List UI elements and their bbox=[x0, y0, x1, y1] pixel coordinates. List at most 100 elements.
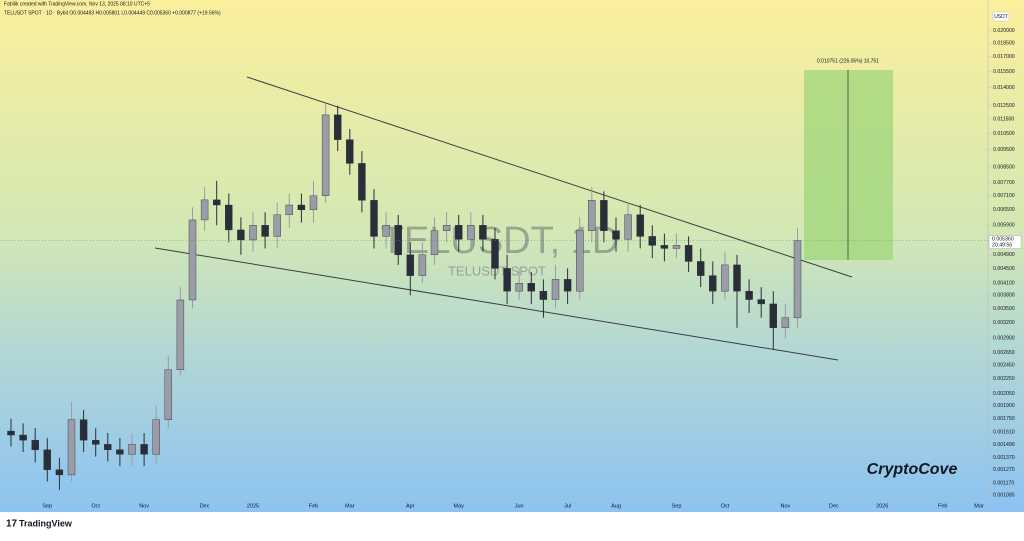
y-tick-label: 0.017000 bbox=[993, 54, 1015, 60]
candle-body bbox=[600, 200, 608, 231]
candle-body bbox=[491, 239, 499, 269]
candle-body bbox=[128, 444, 136, 455]
x-tick-label: Jul bbox=[564, 503, 571, 509]
candle-body bbox=[612, 230, 620, 240]
y-tick-label: 0.002650 bbox=[993, 350, 1015, 356]
candle-body bbox=[527, 283, 535, 292]
candle-body bbox=[67, 419, 76, 476]
y-tick-label: 0.002450 bbox=[993, 363, 1015, 369]
candle-body bbox=[273, 214, 281, 237]
x-tick-label: Oct bbox=[91, 503, 100, 509]
candle-body bbox=[382, 225, 390, 237]
candle-body bbox=[152, 419, 160, 455]
y-tick-label: 0.002900 bbox=[993, 336, 1015, 342]
candle-body bbox=[7, 430, 15, 436]
logo-mark: 17 bbox=[6, 519, 18, 530]
y-tick-label: 0.001610 bbox=[993, 429, 1015, 435]
candle-body bbox=[636, 214, 644, 237]
candle-body bbox=[745, 290, 753, 300]
footer-text: TradingView bbox=[19, 518, 73, 528]
unit-label: USDT bbox=[994, 14, 1008, 20]
credit: Fabilik created with TradingView.com, No… bbox=[4, 1, 150, 7]
candle-body bbox=[309, 195, 318, 211]
candle-body bbox=[104, 444, 112, 451]
candle-body bbox=[479, 225, 487, 240]
last-price-label: 0.005360 bbox=[992, 236, 1014, 242]
y-tick-label: 0.001750 bbox=[993, 416, 1015, 422]
y-tick-label: 0.001270 bbox=[993, 467, 1015, 473]
y-tick-label: 0.020000 bbox=[993, 28, 1015, 34]
candle-body bbox=[551, 279, 560, 300]
candle-body bbox=[321, 114, 330, 196]
candle-body bbox=[769, 303, 777, 328]
candle-body bbox=[709, 275, 717, 292]
candle-body bbox=[624, 214, 632, 240]
candle-body bbox=[261, 225, 269, 237]
candle-body bbox=[358, 163, 366, 201]
candle-body bbox=[140, 444, 148, 455]
candle-body bbox=[91, 439, 100, 445]
candle-body bbox=[588, 200, 596, 231]
y-tick-label: 0.004500 bbox=[993, 266, 1015, 272]
y-tick-label: 0.012500 bbox=[993, 103, 1015, 109]
x-tick-label: 2026 bbox=[876, 503, 888, 509]
y-tick-label: 0.008500 bbox=[993, 164, 1015, 170]
y-tick-label: 0.001900 bbox=[993, 403, 1015, 409]
candle-body bbox=[430, 230, 439, 256]
y-tick-label: 0.001170 bbox=[993, 480, 1014, 486]
candle-body bbox=[212, 199, 221, 206]
y-tick-label: 0.018500 bbox=[993, 41, 1015, 47]
y-tick-label: 0.001370 bbox=[993, 455, 1015, 461]
candle-body bbox=[188, 219, 197, 301]
candle-body bbox=[116, 449, 124, 455]
brand: CryptoCove bbox=[867, 461, 958, 478]
y-tick-label: 0.001085 bbox=[993, 492, 1015, 498]
y-tick-label: 0.007700 bbox=[993, 180, 1015, 186]
y-tick-label: 0.004100 bbox=[993, 281, 1015, 287]
y-tick-label: 0.001490 bbox=[993, 442, 1015, 448]
candle-body bbox=[79, 419, 88, 441]
candle-body bbox=[697, 261, 705, 276]
x-tick-label: Aug bbox=[611, 503, 621, 509]
candle-body bbox=[285, 204, 293, 216]
candle-body bbox=[793, 240, 802, 318]
y-tick-label: 0.003200 bbox=[993, 320, 1015, 326]
candle-body bbox=[334, 114, 342, 140]
lower-trendline bbox=[154, 247, 839, 361]
measure-label: 0.010751 (226.05%) 10,751 bbox=[817, 58, 879, 64]
y-tick-label: 0.014000 bbox=[993, 85, 1015, 91]
y-tick-label: 0.006500 bbox=[993, 207, 1015, 213]
upper-trendline bbox=[246, 76, 853, 278]
x-tick-label: 2025 bbox=[247, 503, 259, 509]
y-tick-label: 0.003500 bbox=[993, 306, 1015, 312]
candle-body bbox=[297, 204, 306, 211]
x-tick-label: Dec bbox=[200, 503, 210, 509]
unit-box bbox=[992, 11, 1010, 22]
candle-body bbox=[249, 225, 257, 241]
footer-bar bbox=[0, 512, 1024, 536]
candle-body bbox=[406, 254, 414, 276]
candle-body bbox=[781, 317, 790, 328]
candle-body bbox=[164, 369, 173, 420]
x-tick-label: Feb bbox=[309, 503, 318, 509]
candle-body bbox=[200, 199, 209, 221]
candle-body bbox=[576, 230, 584, 292]
x-tick-label: Nov bbox=[139, 503, 149, 509]
watermark: TELUSDT, 1D bbox=[381, 220, 620, 262]
candle-body bbox=[563, 279, 572, 292]
candle-body bbox=[370, 200, 378, 237]
watermark-sub: TELUSDT SPOT bbox=[448, 263, 546, 278]
x-tick-label: Mar bbox=[345, 503, 355, 509]
x-tick-label: Sep bbox=[42, 503, 52, 509]
x-tick-label: Feb bbox=[938, 503, 947, 509]
candle-body bbox=[672, 245, 681, 249]
countdown: 20:49:56 bbox=[992, 242, 1012, 248]
candle-body bbox=[467, 225, 475, 240]
candle-body bbox=[418, 254, 427, 276]
candle-body bbox=[684, 245, 693, 262]
y-tick-label: 0.002050 bbox=[993, 391, 1015, 397]
measure-box bbox=[804, 70, 893, 260]
x-tick-label: Dec bbox=[829, 503, 839, 509]
